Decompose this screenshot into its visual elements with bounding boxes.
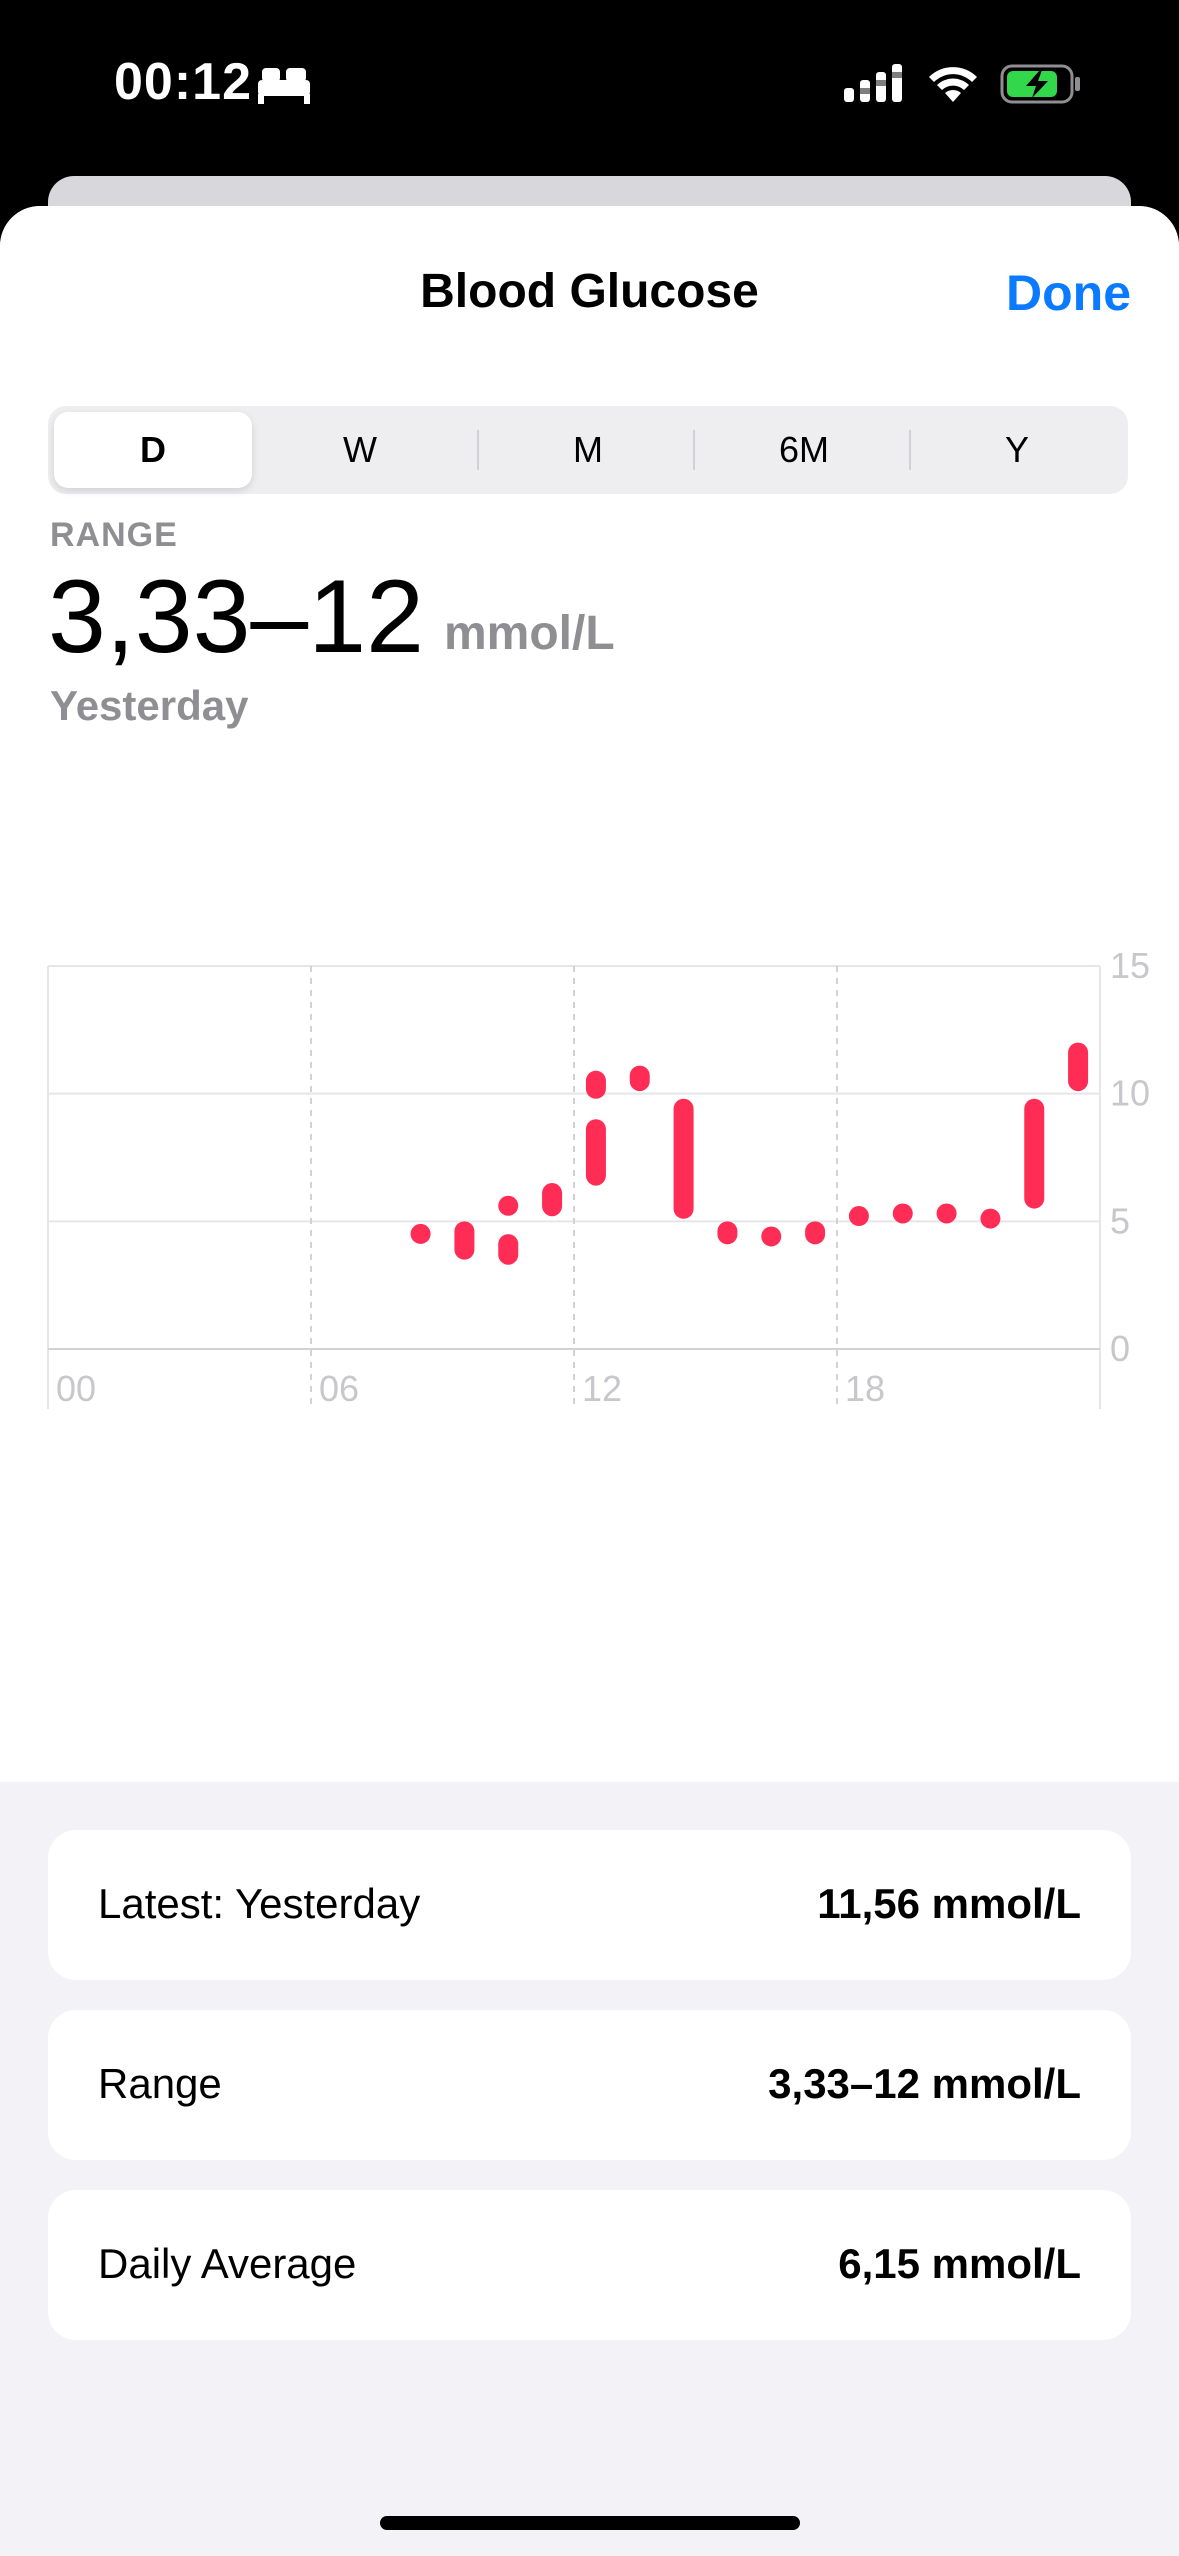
range-unit: mmol/L	[444, 607, 615, 660]
glucose-range-bar	[848, 1206, 869, 1227]
blood-glucose-sheet: Blood Glucose Done D W M 6M Y RANGE 3,33…	[0, 206, 1179, 2556]
home-indicator[interactable]	[380, 2516, 800, 2530]
x-tick-label: 12	[582, 1368, 622, 1409]
range-label: RANGE	[50, 516, 178, 554]
x-tick-label: 18	[845, 1368, 885, 1409]
glucose-range-bar	[585, 1119, 606, 1186]
glucose-range-bar	[980, 1208, 1001, 1229]
battery-charging-icon	[1000, 64, 1080, 104]
segment-divider	[693, 430, 695, 470]
glucose-range-bar	[629, 1065, 650, 1092]
glucose-range-bar	[717, 1221, 738, 1245]
segment-year[interactable]: Y	[1004, 429, 1029, 470]
segment-six-months[interactable]: 6M	[778, 429, 829, 470]
status-bar: 00:12	[0, 0, 1179, 176]
segment-week[interactable]: W	[343, 429, 377, 470]
glucose-range-bar	[410, 1223, 431, 1244]
segment-day[interactable]: D	[54, 412, 252, 488]
segment-divider	[909, 430, 911, 470]
daily-average-label: Daily Average	[98, 2240, 357, 2287]
segment-month[interactable]: M	[573, 429, 603, 470]
glucose-range-bar	[761, 1226, 782, 1247]
glucose-range-bar	[936, 1203, 957, 1224]
glucose-range-bar	[498, 1234, 519, 1265]
glucose-range-bar	[1068, 1042, 1089, 1092]
y-tick-label: 10	[1110, 1073, 1150, 1114]
y-tick-label: 15	[1110, 945, 1150, 986]
glucose-range-bar	[585, 1070, 606, 1099]
daily-average-value: 6,15 mmol/L	[838, 2240, 1081, 2287]
y-tick-label: 5	[1110, 1200, 1130, 1241]
x-tick-label: 06	[319, 1368, 359, 1409]
glucose-range-bar	[805, 1221, 826, 1245]
cellular-signal-icon	[844, 64, 902, 102]
segment-divider	[477, 430, 479, 470]
range-row-value: 3,33–12 mmol/L	[768, 2060, 1081, 2107]
time-range-segmented-control: D W M 6M Y	[48, 406, 1128, 494]
glucose-range-bar	[1024, 1098, 1045, 1209]
range-value: 3,33–12	[48, 559, 424, 675]
page-title: Blood Glucose	[420, 265, 759, 318]
range-row[interactable]: Range 3,33–12 mmol/L	[48, 2010, 1131, 2160]
bed-icon	[258, 68, 310, 104]
status-time: 00:12	[114, 53, 252, 111]
wifi-icon	[929, 67, 977, 102]
daily-average-row[interactable]: Daily Average 6,15 mmol/L	[48, 2190, 1131, 2340]
latest-reading-label: Latest: Yesterday	[98, 1880, 421, 1927]
latest-reading-row[interactable]: Latest: Yesterday 11,56 mmol/L	[48, 1830, 1131, 1980]
chart-panel: Blood Glucose Done D W M 6M Y RANGE 3,33…	[0, 206, 1179, 1782]
glucose-range-bar	[892, 1203, 913, 1224]
latest-reading-value: 11,56 mmol/L	[817, 1880, 1081, 1927]
glucose-range-bar	[673, 1098, 694, 1219]
glucose-range-bar	[498, 1195, 519, 1216]
glucose-range-bar	[542, 1183, 563, 1217]
done-button[interactable]: Done	[1006, 265, 1131, 321]
x-tick-label: 00	[56, 1368, 96, 1409]
y-tick-label: 0	[1110, 1328, 1130, 1369]
range-date: Yesterday	[50, 682, 249, 729]
range-row-label: Range	[98, 2060, 222, 2107]
glucose-range-bar	[454, 1221, 475, 1260]
